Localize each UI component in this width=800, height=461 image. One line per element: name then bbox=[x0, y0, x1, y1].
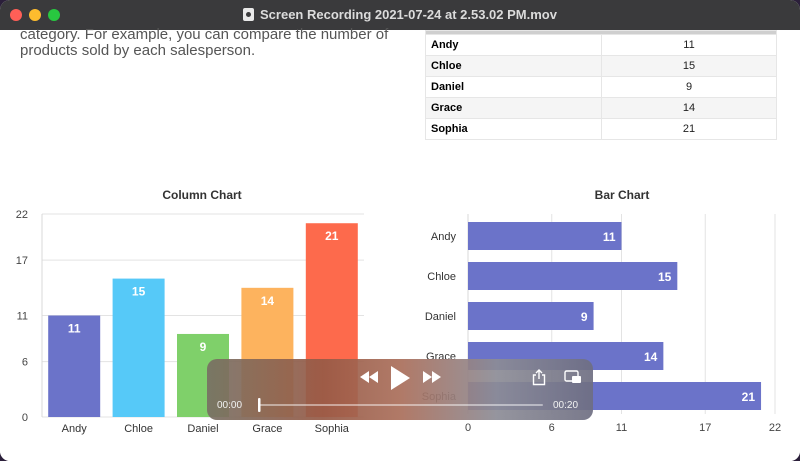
column-y-tick-label: 17 bbox=[16, 255, 28, 267]
table-cell-value: 21 bbox=[601, 118, 777, 140]
column-y-tick-label: 6 bbox=[22, 357, 28, 369]
column-bar bbox=[112, 278, 165, 417]
horizontal-bar bbox=[468, 302, 594, 330]
column-bar bbox=[48, 315, 101, 417]
bar-x-tick-label: 11 bbox=[616, 422, 627, 434]
zoom-button[interactable] bbox=[48, 9, 60, 21]
column-x-tick-label: Sophia bbox=[315, 423, 350, 435]
bar-x-tick-label: 6 bbox=[549, 422, 555, 434]
fast-forward-icon[interactable] bbox=[420, 369, 444, 385]
duration: 00:20 bbox=[553, 400, 579, 411]
bar-y-tick-label: Chloe bbox=[427, 271, 456, 283]
column-data-label: 15 bbox=[132, 285, 146, 299]
column-x-tick-label: Chloe bbox=[124, 423, 153, 435]
close-button[interactable] bbox=[10, 9, 22, 21]
data-table: Andy 11 Chloe 15 Daniel 9 Grace 14 Sophia 21 bbox=[425, 30, 777, 140]
bar-data-label: 11 bbox=[603, 230, 616, 244]
window-title-text: Screen Recording 2021-07-24 at 2.53.02 P… bbox=[260, 7, 557, 22]
current-time: 00:00 bbox=[217, 400, 243, 411]
bar-x-tick-label: 17 bbox=[699, 422, 711, 434]
column-x-tick-label: Daniel bbox=[187, 423, 218, 435]
column-data-label: 21 bbox=[325, 229, 339, 243]
playhead[interactable] bbox=[258, 398, 261, 412]
bar-x-tick-label: 0 bbox=[465, 422, 471, 434]
bar-data-label: 9 bbox=[581, 310, 588, 324]
column-y-tick-label: 0 bbox=[22, 412, 28, 424]
table-cell-value: 15 bbox=[601, 55, 777, 77]
bar-y-tick-label: Andy bbox=[431, 231, 457, 243]
column-chart-title: Column Chart bbox=[162, 188, 241, 202]
document-icon bbox=[243, 8, 254, 21]
table-row: Sophia 21 bbox=[425, 118, 777, 140]
column-x-tick-label: Andy bbox=[62, 423, 88, 435]
play-icon[interactable] bbox=[389, 365, 411, 391]
rewind-icon[interactable] bbox=[357, 369, 381, 385]
column-data-label: 11 bbox=[68, 322, 81, 336]
column-data-label: 9 bbox=[200, 340, 207, 354]
picture-in-picture-icon[interactable] bbox=[564, 370, 582, 384]
column-data-label: 14 bbox=[261, 294, 275, 308]
bar-chart-title: Bar Chart bbox=[595, 188, 650, 202]
bar-y-tick-label: Daniel bbox=[425, 311, 456, 323]
playback-controls[interactable]: 00:00 00:20 bbox=[207, 359, 593, 420]
column-y-tick-label: 11 bbox=[17, 311, 28, 323]
column-y-tick-label: 22 bbox=[16, 209, 28, 221]
column-x-tick-label: Grace bbox=[252, 423, 282, 435]
table-cell-value: 14 bbox=[601, 97, 777, 119]
video-frame: category. For example, you can compare t… bbox=[0, 26, 800, 461]
table-cell-name: Sophia bbox=[425, 118, 602, 140]
bar-x-tick-label: 22 bbox=[769, 422, 781, 434]
horizontal-bar bbox=[468, 262, 678, 290]
share-icon[interactable] bbox=[532, 368, 546, 386]
horizontal-bar bbox=[468, 222, 622, 250]
window-title: Screen Recording 2021-07-24 at 2.53.02 P… bbox=[0, 0, 800, 30]
scrubber-track[interactable] bbox=[258, 398, 543, 412]
minimize-button[interactable] bbox=[29, 9, 41, 21]
bar-data-label: 14 bbox=[644, 350, 658, 364]
intro-text: category. For example, you can compare t… bbox=[20, 26, 389, 59]
table-row: Daniel 9 bbox=[425, 76, 777, 98]
bar-data-label: 21 bbox=[742, 390, 756, 404]
bar-data-label: 15 bbox=[658, 270, 672, 284]
title-bar[interactable]: Screen Recording 2021-07-24 at 2.53.02 P… bbox=[0, 0, 800, 30]
